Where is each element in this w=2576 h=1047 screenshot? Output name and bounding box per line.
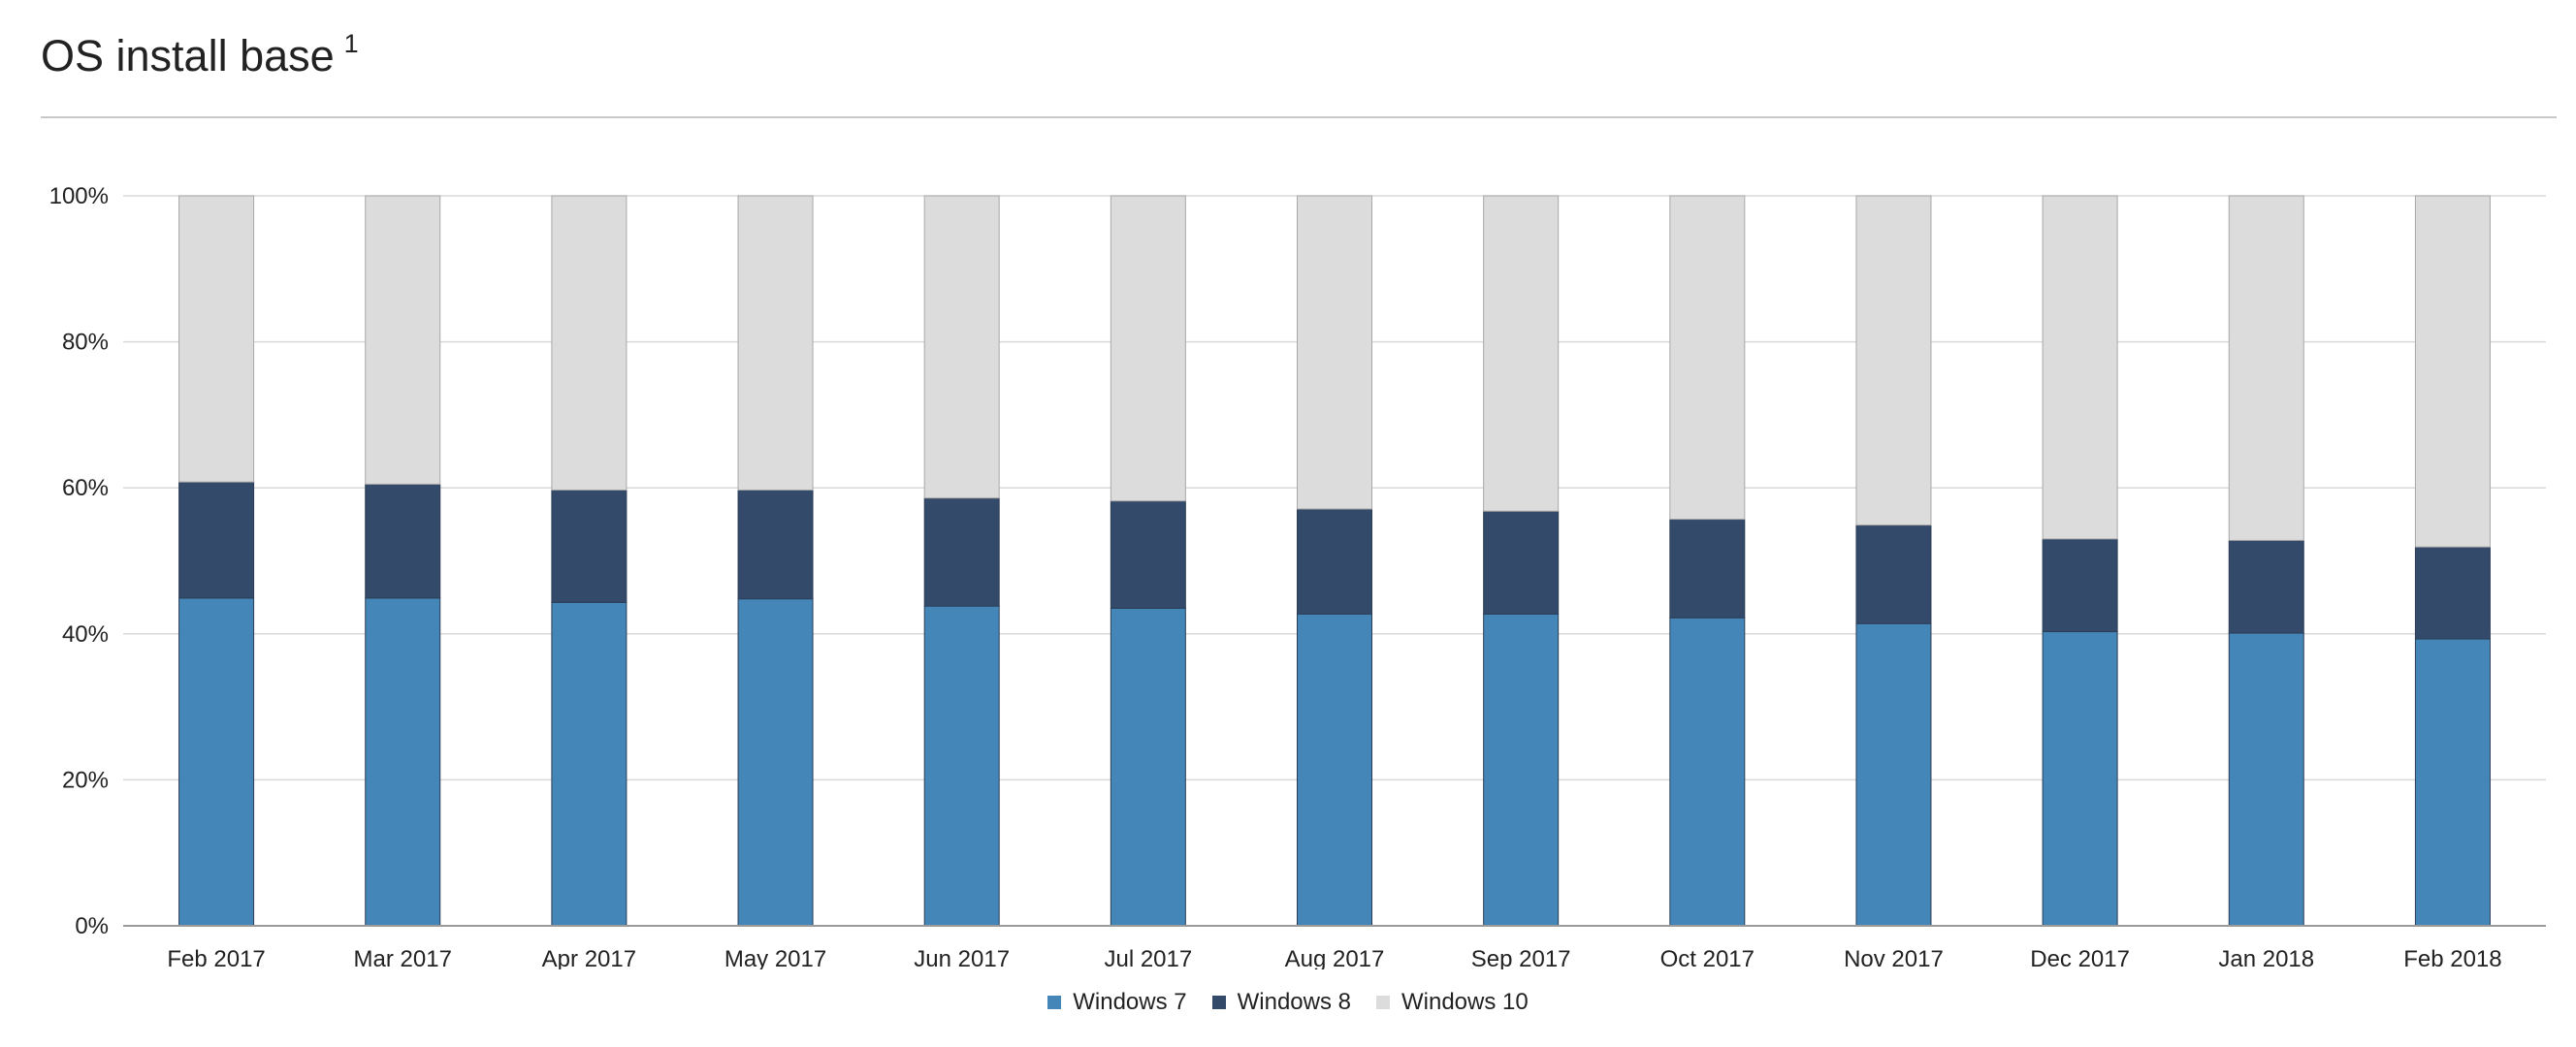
bar-segment-windows-8	[1855, 524, 1932, 624]
bar-segment-windows-8	[923, 497, 1000, 607]
bar-segment-windows-8	[365, 483, 441, 599]
bar-segment-windows-10	[1483, 195, 1560, 512]
bar-segment-windows-7	[2228, 632, 2304, 927]
legend-swatch-windows-7	[1047, 996, 1062, 1009]
bar-segment-windows-10	[551, 195, 628, 491]
x-tick-label: Aug 2017	[1285, 946, 1385, 969]
bar-segment-windows-8	[1669, 519, 1746, 619]
legend-swatch-windows-8	[1211, 996, 1226, 1009]
x-tick-label: Feb 2018	[2403, 946, 2501, 969]
y-tick-label: 60%	[62, 475, 109, 501]
title-footnote-marker: 1	[343, 29, 359, 58]
bar-segment-windows-7	[2042, 631, 2118, 927]
chart-header: OS install base 1	[41, 27, 359, 85]
x-tick-label: Jan 2018	[2218, 946, 2314, 969]
bar-segment-windows-10	[178, 195, 255, 483]
bars	[178, 195, 2491, 927]
page-title: OS install base	[41, 31, 335, 80]
legend-label-windows-8: Windows 8	[1237, 989, 1351, 1015]
bar-segment-windows-7	[178, 597, 255, 927]
bar-segment-windows-8	[2228, 539, 2304, 634]
y-tick-label: 0%	[75, 913, 109, 939]
y-tick-label: 40%	[62, 621, 109, 648]
bar-segment-windows-8	[1110, 500, 1186, 609]
bar-segment-windows-10	[1669, 195, 1746, 521]
legend-item-windows-7: Windows 7	[1047, 989, 1187, 1016]
bar-segment-windows-7	[737, 598, 814, 927]
legend-swatch-windows-10	[1376, 996, 1390, 1009]
y-tick-label: 20%	[62, 767, 109, 793]
x-tick-label: Nov 2017	[1844, 946, 1944, 969]
bar-segment-windows-7	[1110, 607, 1186, 927]
bar-segment-windows-10	[2228, 195, 2304, 541]
bar-segment-windows-10	[923, 195, 1000, 499]
x-tick-label: Jun 2017	[914, 946, 1010, 969]
legend-item-windows-8: Windows 8	[1211, 989, 1351, 1016]
bar-segment-windows-7	[1297, 613, 1372, 927]
bar-segment-windows-8	[178, 481, 255, 599]
bar-segment-windows-8	[2042, 538, 2118, 633]
legend-item-windows-10: Windows 10	[1376, 989, 1529, 1016]
y-axis-tick-labels: 0% 20% 40% 60% 80% 100%	[49, 183, 109, 939]
bar-segment-windows-10	[365, 195, 441, 485]
chart-legend: Windows 7 Windows 8 Windows 10	[0, 985, 2576, 1020]
bar-segment-windows-10	[2414, 195, 2491, 548]
bar-segment-windows-10	[1855, 195, 1932, 526]
x-axis-tick-labels: Feb 2017 Mar 2017 Apr 2017 May 2017 Jun 2017…	[167, 946, 2501, 969]
bar-segment-windows-10	[1110, 195, 1186, 502]
bar-segment-windows-7	[365, 597, 441, 927]
bar-segment-windows-10	[737, 195, 814, 491]
bar-segment-windows-10	[2042, 195, 2118, 540]
bar-segment-windows-7	[2414, 638, 2491, 927]
stacked-bar-chart: 0% 20% 40% 60% 80% 100% Feb 2017 Mar 2017 Apr 2…	[49, 183, 2546, 969]
bar-segment-windows-8	[551, 489, 628, 603]
legend-label-windows-10: Windows 10	[1401, 989, 1529, 1015]
bar-segment-windows-7	[551, 601, 628, 927]
bar-segment-windows-7	[1669, 617, 1746, 927]
bar-segment-windows-8	[1483, 510, 1560, 615]
x-tick-label: Apr 2017	[542, 946, 636, 969]
x-tick-label: Mar 2017	[354, 946, 452, 969]
x-tick-label: Feb 2017	[167, 946, 265, 969]
bar-segment-windows-7	[1483, 613, 1560, 927]
x-tick-label: Jul 2017	[1104, 946, 1192, 969]
y-tick-label: 80%	[62, 330, 109, 356]
bar-segment-windows-7	[923, 605, 1000, 927]
header-divider	[41, 116, 2557, 118]
x-tick-label: Sep 2017	[1471, 946, 1571, 969]
legend-label-windows-7: Windows 7	[1073, 989, 1187, 1015]
bar-segment-windows-8	[2414, 546, 2491, 640]
bar-segment-windows-10	[1297, 195, 1372, 510]
bar-segment-windows-7	[1855, 622, 1932, 927]
bar-segment-windows-8	[737, 489, 814, 600]
x-tick-label: Dec 2017	[2030, 946, 2130, 969]
x-tick-label: May 2017	[724, 946, 826, 969]
x-tick-label: Oct 2017	[1660, 946, 1755, 969]
y-tick-label: 100%	[49, 183, 109, 209]
bar-segment-windows-8	[1297, 508, 1372, 615]
